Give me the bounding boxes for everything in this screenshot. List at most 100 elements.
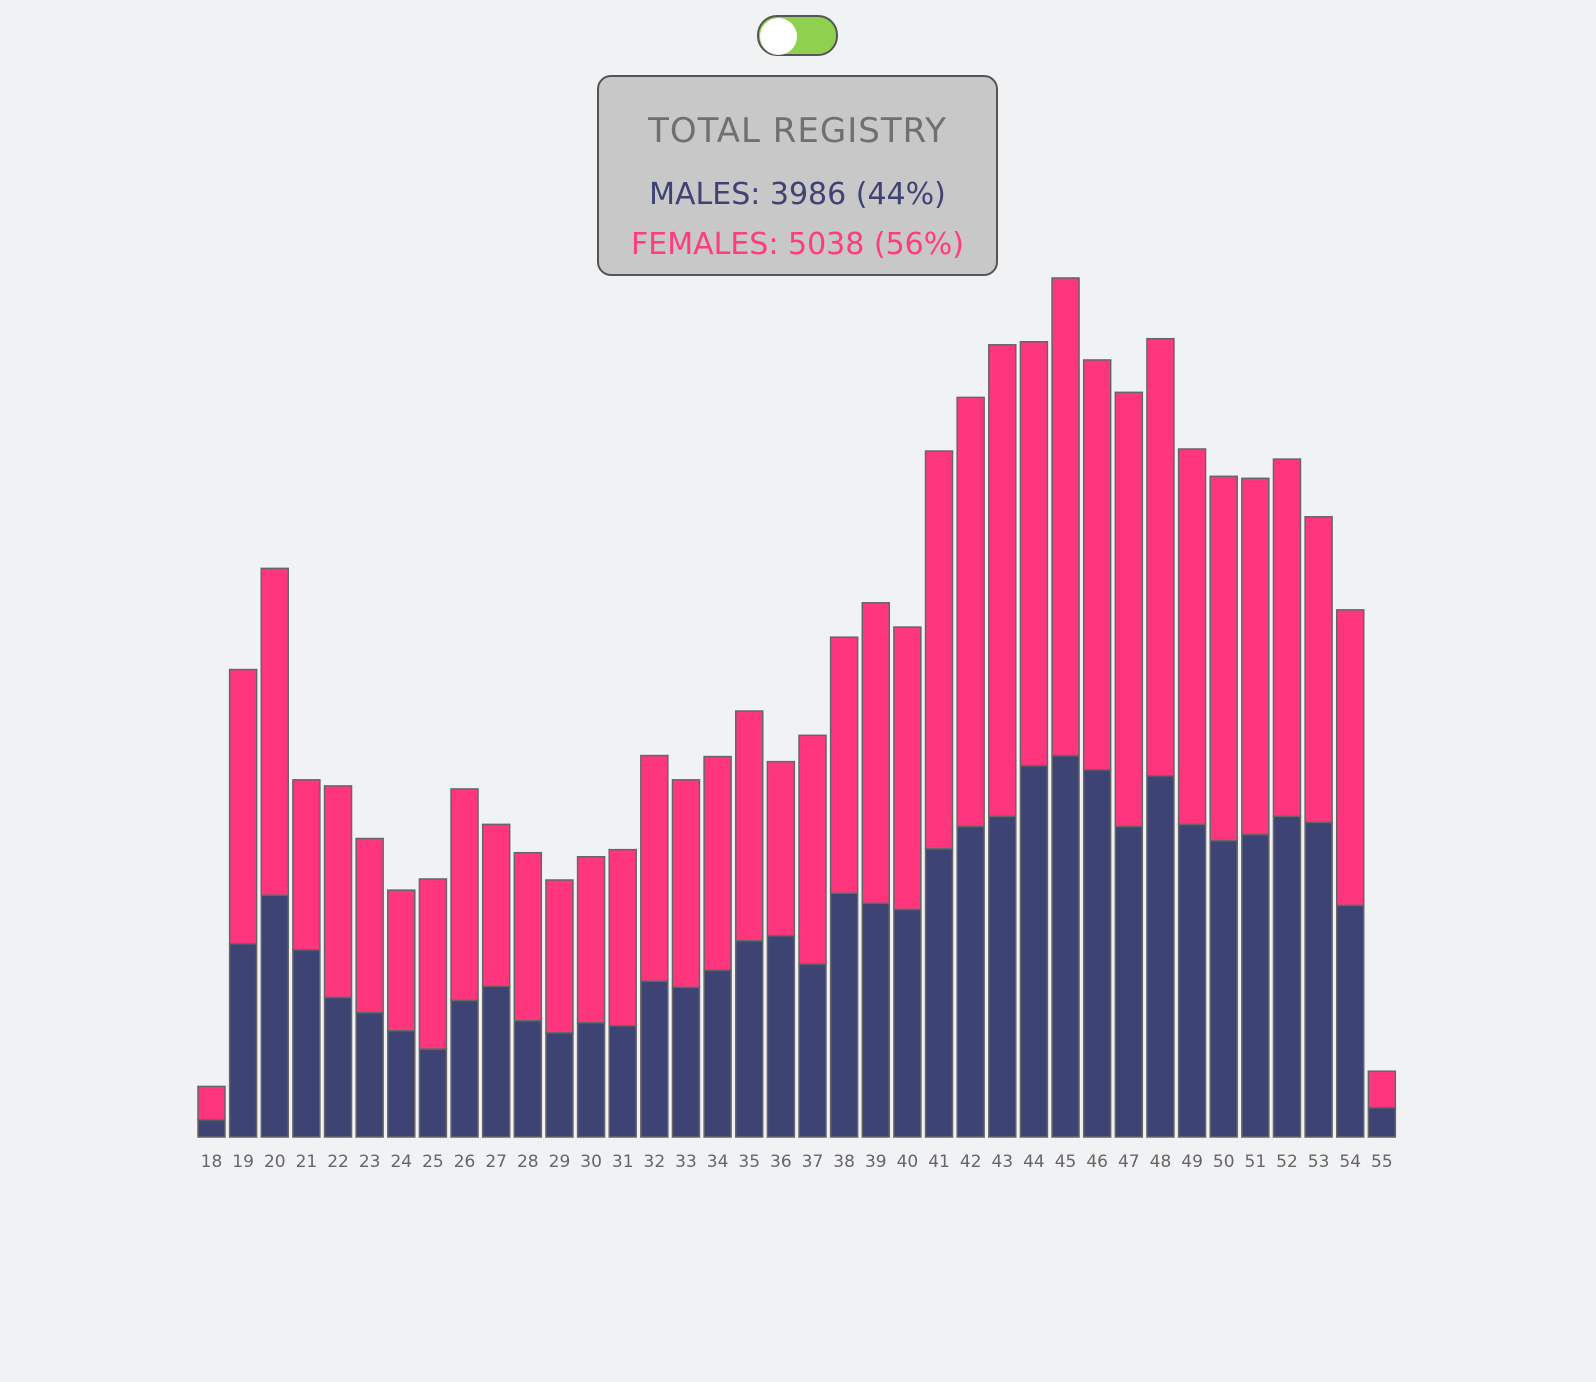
bar-females-19[interactable] [228,668,258,945]
x-tick-label: 23 [359,1152,381,1172]
bar-males-22[interactable] [323,996,353,1138]
x-tick-label: 30 [580,1152,602,1172]
bar-males-32[interactable] [640,980,669,1138]
x-tick-label: 21 [296,1152,318,1172]
bar-males-55[interactable] [1367,1106,1397,1138]
bar-females-51[interactable] [1241,477,1270,836]
x-tick-label: 36 [770,1152,792,1172]
x-tick-label: 44 [1023,1152,1045,1172]
bar-males-46[interactable] [1082,768,1112,1138]
bar-females-50[interactable] [1209,475,1238,842]
bar-males-23[interactable] [355,1011,384,1138]
x-tick-label: 28 [517,1152,539,1172]
bar-males-45[interactable] [1051,754,1080,1138]
x-tick-label: 51 [1245,1152,1267,1172]
bar-males-41[interactable] [924,847,954,1138]
bar-males-42[interactable] [956,825,985,1138]
bar-males-38[interactable] [829,892,859,1138]
bar-females-49[interactable] [1177,448,1207,826]
bar-males-18[interactable] [197,1119,226,1138]
bar-females-41[interactable] [924,450,954,850]
bar-males-34[interactable] [703,969,732,1138]
bar-females-44[interactable] [1019,341,1049,767]
bar-males-48[interactable] [1146,775,1175,1138]
bar-females-38[interactable] [829,636,859,894]
bar-females-18[interactable] [197,1085,226,1121]
bar-males-26[interactable] [450,999,479,1138]
bar-females-21[interactable] [292,779,321,951]
bar-males-53[interactable] [1304,821,1333,1138]
bar-males-43[interactable] [988,815,1017,1138]
bar-females-45[interactable] [1051,277,1080,757]
bar-females-54[interactable] [1335,609,1365,907]
bar-females-39[interactable] [861,602,891,905]
bar-females-40[interactable] [893,626,922,911]
bar-males-35[interactable] [734,939,764,1138]
bar-females-46[interactable] [1082,359,1112,771]
x-tick-label: 52 [1276,1152,1298,1172]
bar-males-50[interactable] [1209,839,1238,1138]
bar-males-47[interactable] [1114,825,1144,1138]
bar-females-33[interactable] [671,779,701,989]
toggle-knob[interactable] [760,18,797,55]
bar-females-24[interactable] [387,889,416,1032]
bar-males-36[interactable] [766,934,796,1138]
bar-males-40[interactable] [893,908,922,1138]
gender-toggle-switch[interactable] [757,15,838,56]
x-tick-label: 38 [833,1152,855,1172]
bar-females-36[interactable] [766,760,796,937]
x-tick-label: 49 [1181,1152,1203,1172]
bar-males-21[interactable] [292,949,321,1138]
bar-females-20[interactable] [260,567,290,896]
x-tick-label: 42 [960,1152,982,1172]
bar-females-32[interactable] [640,754,669,982]
bar-females-55[interactable] [1367,1070,1397,1109]
x-tick-label: 34 [707,1152,729,1172]
bar-females-43[interactable] [988,344,1017,818]
bar-males-29[interactable] [545,1032,574,1138]
x-tick-label: 39 [865,1152,887,1172]
bar-females-29[interactable] [545,879,574,1034]
bar-males-30[interactable] [576,1021,606,1138]
x-tick-label: 41 [928,1152,950,1172]
x-tick-label: 50 [1213,1152,1235,1172]
bar-males-52[interactable] [1272,815,1302,1138]
bar-males-19[interactable] [228,943,258,1138]
bar-males-44[interactable] [1019,764,1049,1138]
x-tick-label: 19 [232,1152,254,1172]
bar-males-33[interactable] [671,986,701,1138]
bar-females-22[interactable] [323,785,353,999]
bar-males-24[interactable] [387,1030,416,1138]
bar-females-28[interactable] [513,851,543,1022]
bar-females-47[interactable] [1114,391,1144,828]
bar-females-52[interactable] [1272,458,1302,818]
x-tick-label: 32 [644,1152,666,1172]
bar-females-53[interactable] [1304,516,1333,824]
bar-females-23[interactable] [355,837,384,1014]
bar-males-37[interactable] [798,963,827,1138]
bar-males-20[interactable] [260,894,290,1138]
bar-males-28[interactable] [513,1019,543,1138]
bar-females-30[interactable] [576,855,606,1024]
bar-males-51[interactable] [1241,833,1270,1138]
bar-females-34[interactable] [703,755,732,971]
bar-males-49[interactable] [1177,823,1207,1138]
bar-females-35[interactable] [734,710,764,942]
x-tick-label: 24 [390,1152,412,1172]
bar-females-48[interactable] [1146,337,1175,777]
x-tick-label: 33 [675,1152,697,1172]
bar-females-31[interactable] [608,848,637,1027]
bar-females-37[interactable] [798,734,827,965]
x-tick-label: 22 [327,1152,349,1172]
x-tick-label: 48 [1150,1152,1172,1172]
bar-females-25[interactable] [418,878,448,1050]
bar-females-26[interactable] [450,788,479,1002]
bar-males-54[interactable] [1335,904,1365,1138]
bar-males-27[interactable] [481,985,511,1138]
bar-males-25[interactable] [418,1048,448,1138]
bar-females-27[interactable] [481,823,511,987]
bar-males-31[interactable] [608,1024,637,1138]
bar-males-39[interactable] [861,902,891,1138]
bar-females-42[interactable] [956,396,985,828]
